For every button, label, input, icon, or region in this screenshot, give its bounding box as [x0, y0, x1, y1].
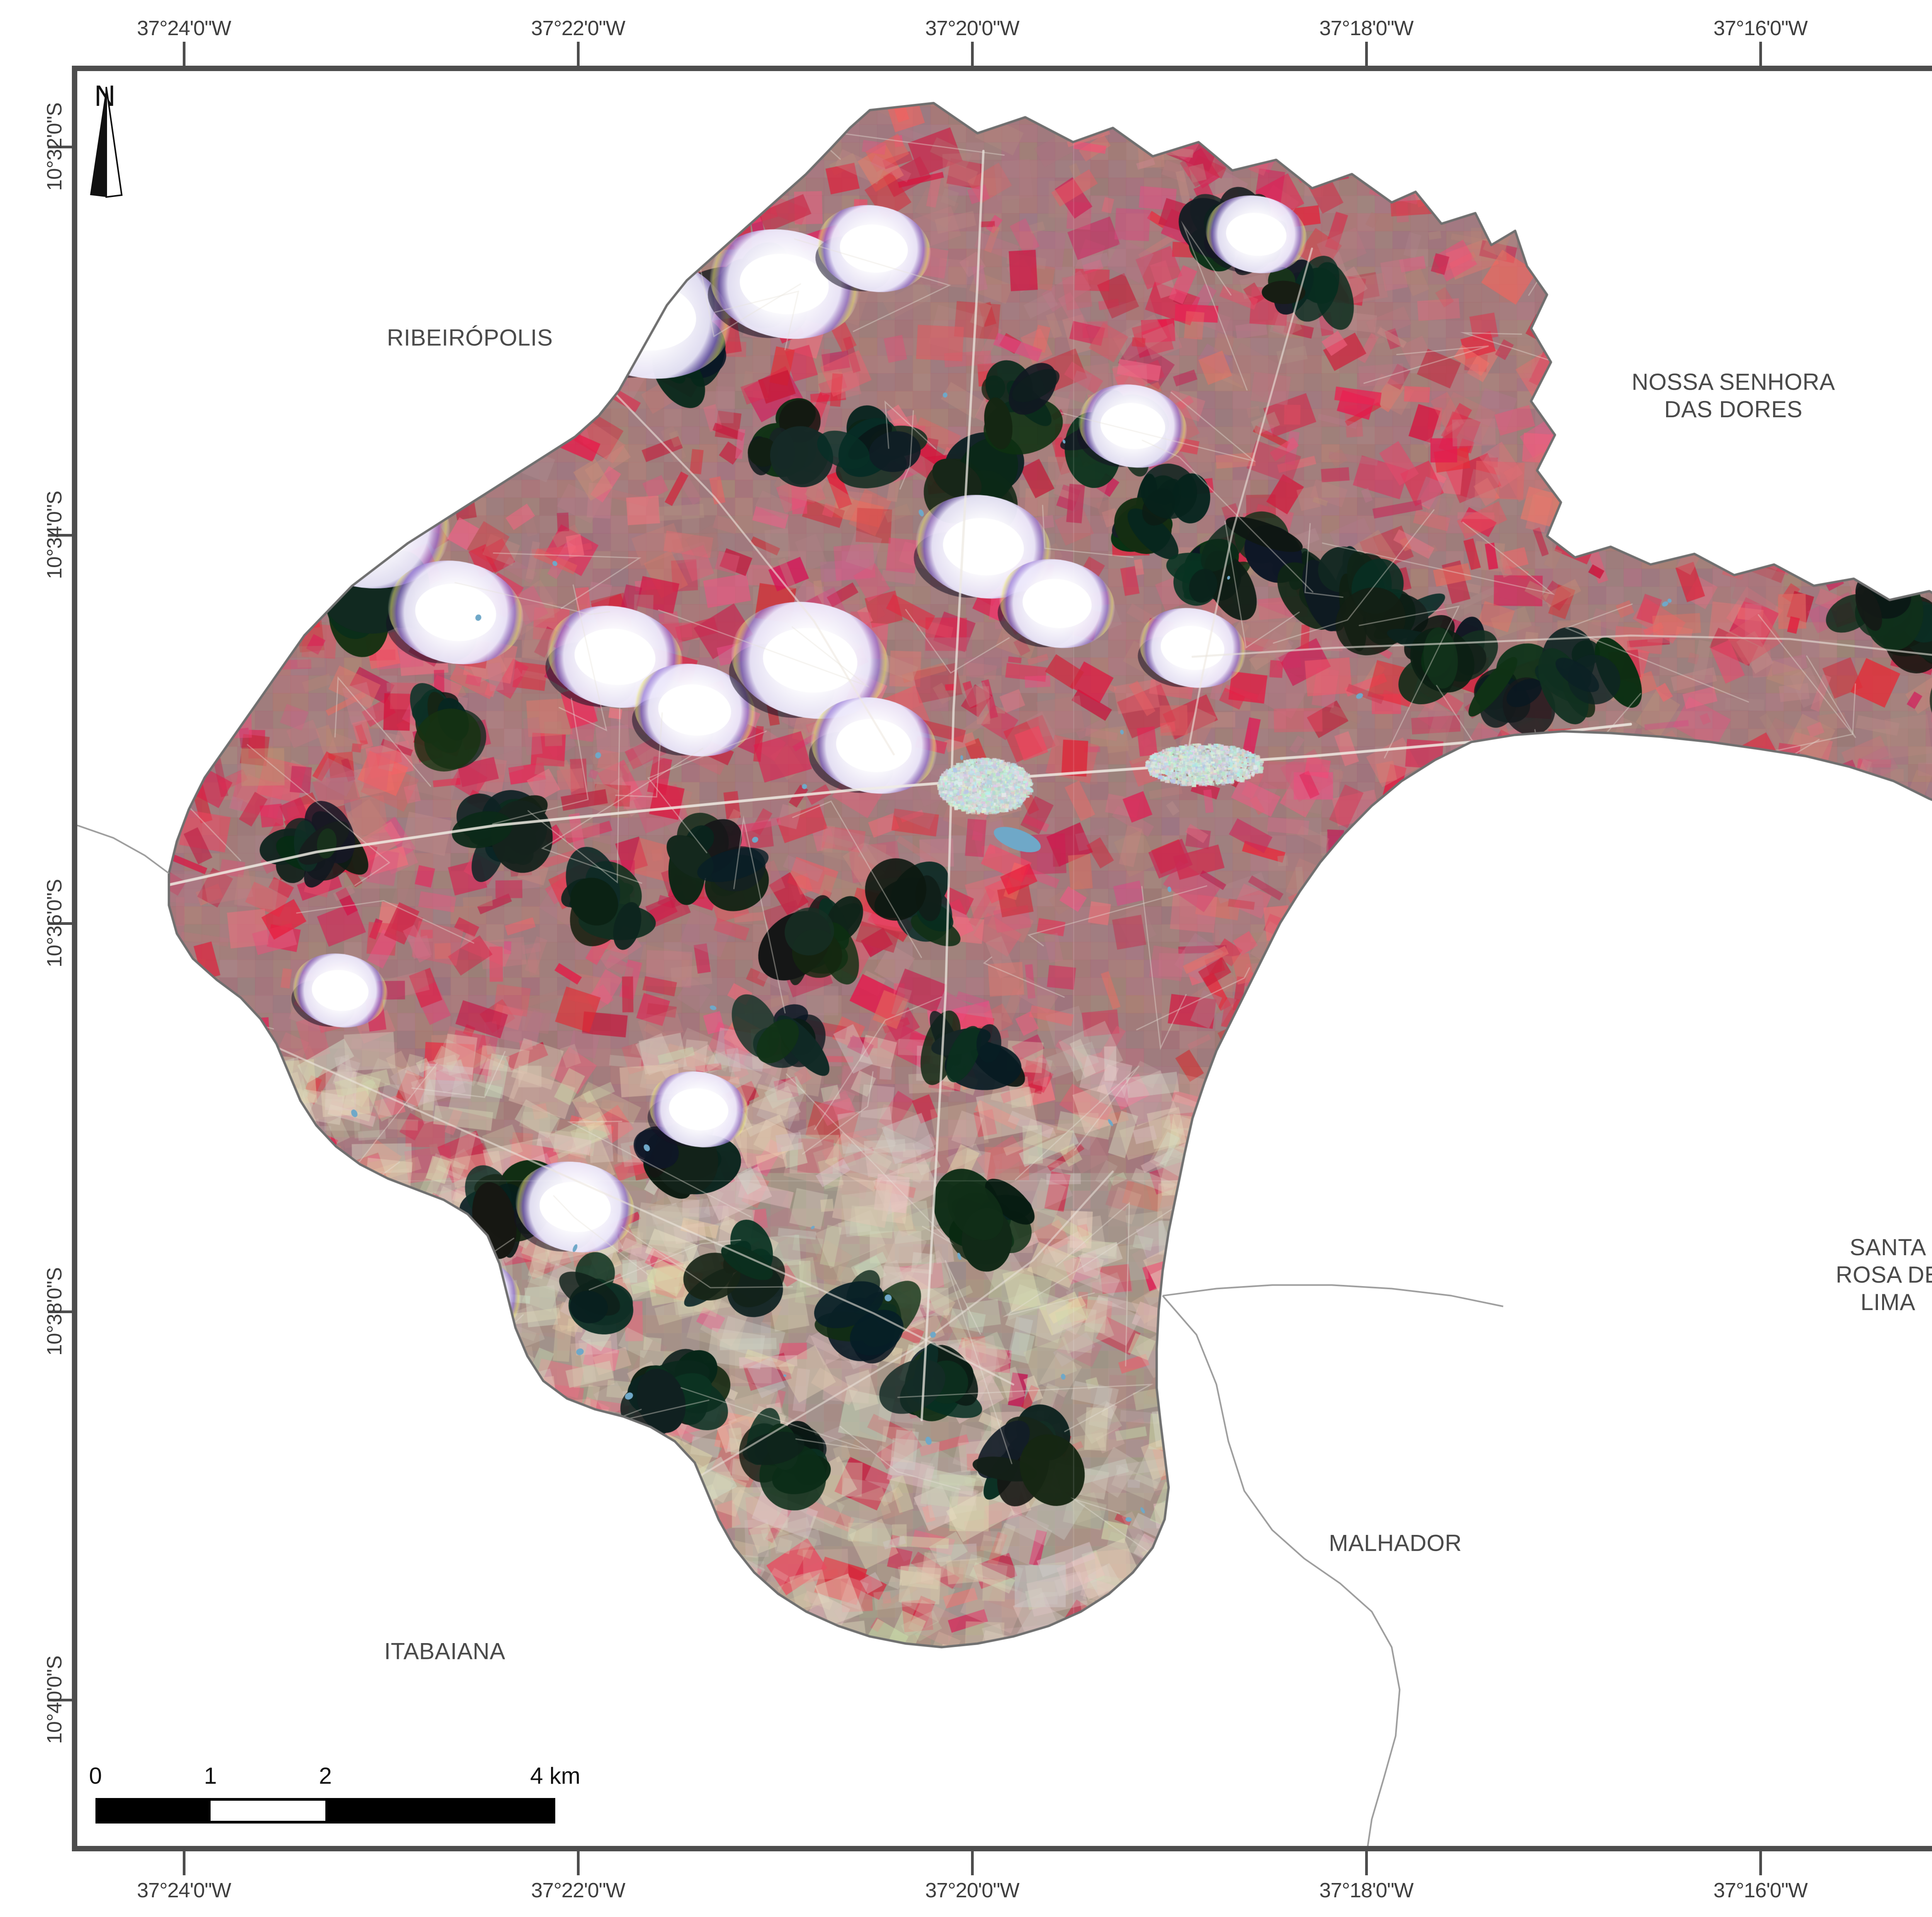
scale-bar-gap — [210, 1801, 325, 1821]
graticule-tick-bottom — [577, 1851, 580, 1875]
lon-label-top: 37°24'0"W — [137, 17, 231, 40]
lon-label-top: 37°22'0"W — [531, 17, 625, 40]
lat-label-left: 10°32'0"S — [43, 102, 66, 191]
lon-label-top: 37°18'0"W — [1319, 17, 1413, 40]
scale-tick-label: 0 — [89, 1763, 102, 1789]
map-place-label: RIBEIRÓPOLIS — [387, 325, 553, 351]
lon-label-top: 37°20'0"W — [925, 17, 1019, 40]
north-arrow-icon — [90, 87, 123, 198]
graticule-tick-left — [48, 146, 72, 148]
lon-label-bottom: 37°18'0"W — [1319, 1879, 1413, 1902]
graticule-tick-bottom — [183, 1851, 185, 1875]
lat-label-left: 10°36'0"S — [43, 879, 66, 968]
graticule-tick-top — [1365, 42, 1368, 66]
graticule-tick-top — [183, 42, 185, 66]
graticule-tick-left — [48, 1310, 72, 1313]
graticule-tick-bottom — [1759, 1851, 1762, 1875]
lat-label-left: 10°34'0"S — [43, 491, 66, 580]
graticule-tick-bottom — [1365, 1851, 1368, 1875]
lon-label-bottom: 37°22'0"W — [531, 1879, 625, 1902]
graticule-tick-top — [1759, 42, 1762, 66]
scale-tick-label: 1 — [204, 1763, 217, 1789]
scale-tick-label: 2 — [319, 1763, 332, 1789]
satellite-imagery — [77, 71, 1932, 1846]
map-place-label: ITABAIANA — [384, 1638, 505, 1664]
lat-label-left: 10°38'0"S — [43, 1267, 66, 1356]
map-place-label: SANTA ROSA DE LIMA — [1835, 1234, 1932, 1315]
scale-bar — [95, 1798, 555, 1824]
lon-label-bottom: 37°16'0"W — [1713, 1879, 1808, 1902]
graticule-tick-top — [971, 42, 974, 66]
graticule-tick-left — [48, 534, 72, 537]
map-place-label: NOSSA SENHORA DAS DORES — [1631, 369, 1835, 422]
lon-label-bottom: 37°24'0"W — [137, 1879, 231, 1902]
graticule-tick-left — [48, 1699, 72, 1701]
map-place-label: MALHADOR — [1328, 1530, 1462, 1556]
scale-tick-label: 4 km — [530, 1763, 581, 1789]
lon-label-bottom: 37°20'0"W — [925, 1879, 1019, 1902]
graticule-tick-top — [577, 42, 580, 66]
map-frame — [72, 66, 1932, 1851]
lat-label-left: 10°40'0"S — [43, 1655, 66, 1744]
graticule-tick-left — [48, 922, 72, 925]
lon-label-top: 37°16'0"W — [1713, 17, 1808, 40]
graticule-tick-bottom — [971, 1851, 974, 1875]
